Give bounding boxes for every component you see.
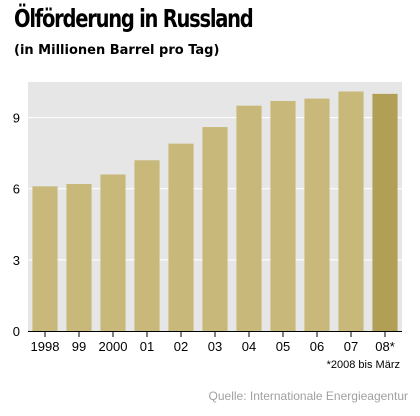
x-tick-label: 2000	[99, 339, 128, 354]
bar	[304, 98, 330, 331]
x-tick-label: 05	[276, 339, 290, 354]
x-tick-label: 1998	[31, 339, 60, 354]
bar	[338, 91, 364, 331]
x-tick-label: 01	[140, 339, 154, 354]
bar	[32, 186, 58, 331]
bar	[100, 174, 126, 331]
bar	[134, 160, 160, 331]
y-axis-ticks: 0 3 6 9	[13, 111, 20, 339]
x-tick-label: 06	[310, 339, 324, 354]
bar	[236, 105, 262, 331]
x-tick-label: 99	[72, 339, 86, 354]
x-tick-label: 07	[344, 339, 358, 354]
bar	[202, 127, 228, 331]
y-tick-label: 9	[13, 111, 20, 126]
y-tick-label: 0	[13, 324, 20, 339]
y-tick-label: 3	[13, 253, 20, 268]
bars	[32, 91, 398, 331]
x-tick-label: 02	[174, 339, 188, 354]
y-tick-label: 6	[13, 182, 20, 197]
x-tick-label: 08*	[375, 339, 395, 354]
x-axis-ticks: 1998 99 2000 01 02 03 04 05 06 07 08*	[28, 331, 402, 354]
chart-subtitle: (in Millionen Barrel pro Tag)	[14, 43, 220, 58]
bar	[66, 183, 92, 331]
x-tick-label: 04	[242, 339, 256, 354]
bar	[270, 100, 296, 331]
chart-title: Ölförderung in Russland	[14, 4, 254, 33]
bar	[168, 143, 194, 331]
source-note: Quelle: Internationale Energieagentur	[208, 389, 408, 403]
x-tick-label: 03	[208, 339, 222, 354]
footnote: *2008 bis März	[326, 359, 400, 371]
bar	[372, 93, 398, 331]
